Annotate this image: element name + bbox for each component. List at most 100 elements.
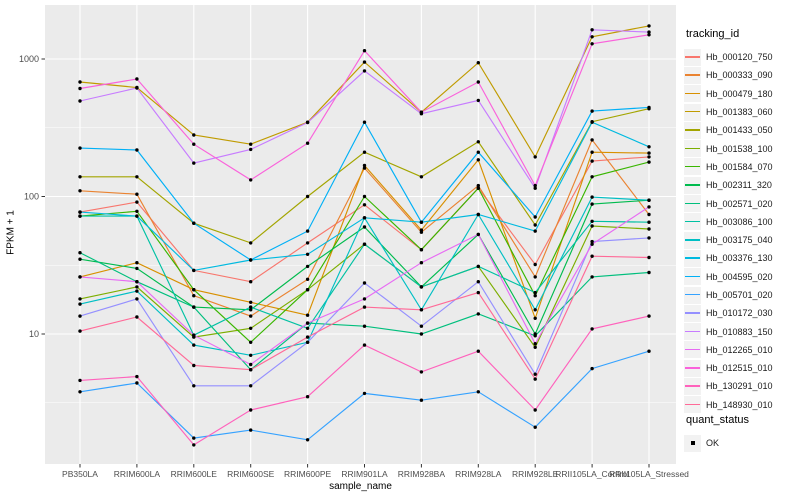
legend-item-label: Hb_001538_100 — [706, 143, 773, 154]
legend-item-Hb_003086_100: Hb_003086_100 — [684, 213, 798, 231]
legend-key-swatch — [684, 103, 701, 121]
data-point — [362, 194, 367, 199]
data-point — [476, 212, 480, 217]
data-point — [647, 24, 651, 28]
legend-key-swatch — [684, 268, 701, 286]
legend-key-line-icon — [685, 257, 700, 259]
data-point — [249, 258, 253, 262]
data-point — [476, 280, 480, 284]
data-point — [533, 290, 537, 295]
data-point — [419, 398, 424, 402]
data-point — [249, 384, 253, 388]
data-point — [305, 120, 310, 125]
data-point — [362, 60, 367, 64]
data-point — [135, 214, 139, 218]
data-point — [192, 161, 196, 165]
legend-item-Hb_010883_150: Hb_010883_150 — [684, 322, 798, 341]
x-tick-label: RRII105LA_Stressed — [609, 469, 689, 479]
data-point — [249, 362, 253, 367]
data-point — [249, 340, 253, 344]
data-point — [476, 80, 480, 84]
data-point — [249, 305, 253, 309]
data-point — [590, 239, 594, 244]
shape-legend-item-label: OK — [706, 438, 720, 449]
data-point — [362, 120, 367, 124]
legend-item-Hb_004595_020: Hb_004595_020 — [684, 268, 798, 286]
data-point — [647, 160, 651, 164]
data-point — [78, 146, 82, 150]
data-point — [135, 192, 139, 196]
y-axis-title: FPKM + 1 — [5, 210, 17, 255]
data-point — [647, 227, 651, 231]
legend-item-label: Hb_001584_070 — [706, 161, 773, 172]
legend-key-line-icon — [685, 275, 700, 278]
data-point — [647, 105, 651, 110]
data-point — [362, 297, 367, 301]
data-point — [590, 254, 594, 258]
data-point — [135, 148, 139, 152]
data-point — [362, 324, 367, 328]
data-point — [362, 391, 367, 396]
data-point — [362, 163, 367, 168]
legend-item-label: Hb_002571_020 — [706, 198, 773, 209]
data-point — [419, 175, 424, 179]
x-tick-label: RRIM600SE — [227, 469, 275, 479]
legend-key-line-icon — [685, 92, 700, 95]
data-point — [362, 49, 367, 53]
y-tick-label: 1000 — [19, 54, 39, 64]
legend-key-swatch — [684, 341, 701, 359]
data-point — [476, 232, 480, 237]
data-point — [590, 275, 594, 279]
legend-key-swatch — [684, 121, 701, 139]
data-point — [305, 252, 310, 256]
data-point — [647, 270, 651, 275]
shape-legend-item: OK — [684, 434, 798, 452]
legend-key-swatch — [684, 396, 701, 414]
data-point — [647, 349, 651, 353]
data-point — [419, 261, 424, 265]
data-point — [192, 221, 196, 225]
data-point — [362, 305, 367, 309]
data-point — [305, 326, 310, 330]
legend-item-label: Hb_000333_090 — [706, 70, 773, 81]
legend-item-Hb_001383_060: Hb_001383_060 — [684, 103, 798, 121]
legend-item-Hb_000333_090: Hb_000333_090 — [684, 66, 798, 84]
data-point — [476, 312, 480, 316]
data-point — [78, 297, 82, 301]
legend-item-Hb_010172_030: Hb_010172_030 — [684, 304, 798, 322]
data-point — [78, 378, 82, 383]
data-point — [362, 216, 367, 220]
data-point — [249, 428, 253, 432]
legend-key-swatch — [684, 304, 701, 322]
legend-key-line-icon — [685, 56, 700, 58]
data-point — [305, 288, 310, 292]
legend-item-label: Hb_000479_180 — [706, 88, 773, 99]
data-point — [362, 203, 367, 207]
legend-key-swatch — [684, 85, 701, 103]
legend-item-Hb_003376_130: Hb_003376_130 — [684, 249, 798, 267]
data-point — [362, 242, 367, 246]
data-point — [78, 189, 82, 193]
data-point — [305, 335, 310, 339]
data-point — [647, 205, 651, 209]
data-point — [249, 353, 253, 357]
data-point — [476, 61, 480, 65]
data-point — [249, 178, 253, 182]
legend-key-line-icon — [685, 184, 700, 186]
data-point — [590, 159, 594, 163]
data-point — [78, 275, 82, 279]
data-point — [533, 215, 537, 219]
data-point — [249, 241, 253, 245]
legend-item-Hb_002311_320: Hb_002311_320 — [684, 176, 798, 194]
data-point — [192, 443, 196, 447]
shape-legend-key-swatch — [684, 434, 701, 452]
data-point — [476, 264, 480, 269]
data-point — [419, 285, 424, 289]
data-point — [305, 395, 310, 399]
data-point — [476, 390, 480, 394]
legend-item-Hb_005701_020: Hb_005701_020 — [684, 286, 798, 304]
data-point — [305, 340, 310, 344]
data-point — [135, 86, 139, 90]
data-point — [135, 175, 139, 179]
